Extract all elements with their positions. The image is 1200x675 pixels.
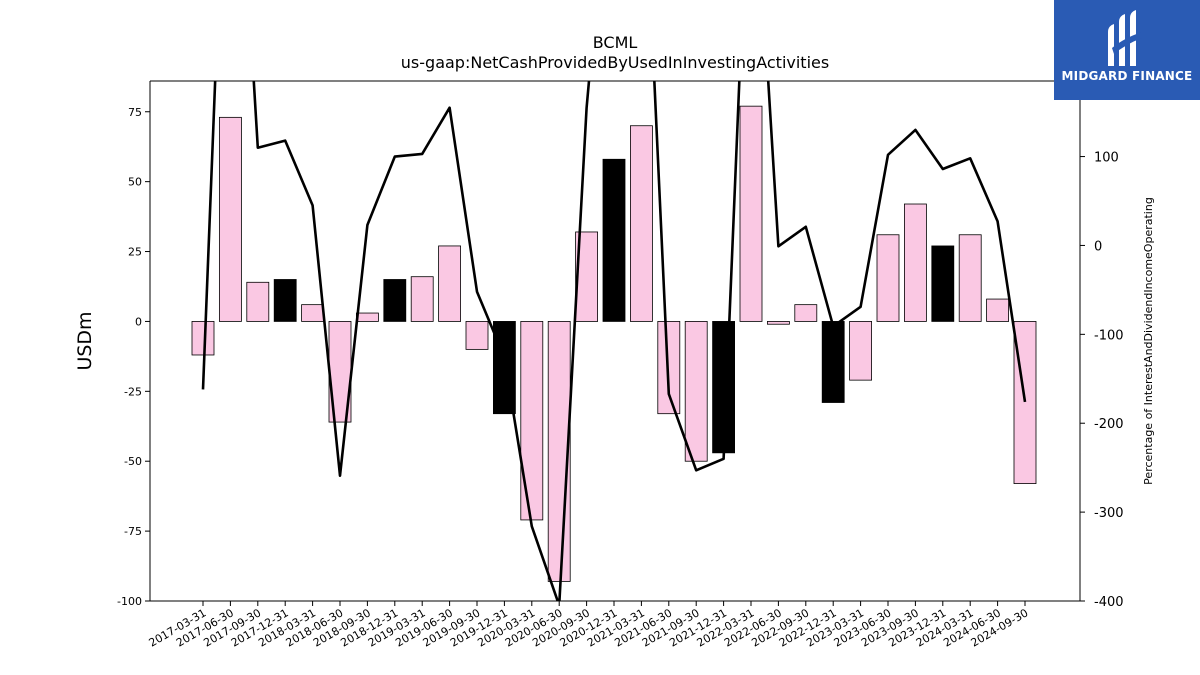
bar-2017-12-31 [273, 279, 297, 322]
y2-tick-label: 0 [1094, 239, 1102, 254]
y-axis-label: USDm [74, 311, 96, 370]
bar-2024-06-30 [986, 298, 1009, 322]
chart-title: BCML [593, 33, 638, 52]
brand-name: MIDGARD FINANCE [1061, 69, 1193, 83]
line-path [201, 81, 1027, 601]
bar-2021-03-31 [630, 125, 653, 322]
bar-2020-03-31 [520, 321, 544, 521]
bar-2017-06-30 [218, 116, 242, 322]
bar-2022-09-30 [794, 304, 818, 322]
bar-2021-09-30 [684, 321, 708, 462]
midgard-m-icon [1108, 10, 1142, 66]
bar-2022-12-31 [821, 321, 845, 403]
chart-subtitle: us-gaap:NetCashProvidedByUsedInInvesting… [401, 53, 829, 72]
y2-tick-label: -200 [1094, 417, 1124, 432]
y2-tick-label: -100 [1094, 328, 1124, 343]
bar-2024-03-31 [958, 234, 982, 322]
bar-2022-06-30 [767, 321, 790, 325]
bar-2018-12-31 [383, 279, 407, 322]
bar-2019-09-30 [465, 321, 489, 350]
bar-2017-09-30 [246, 281, 270, 322]
y-tick-label: -25 [124, 385, 142, 398]
y-tick-label: -75 [124, 525, 142, 538]
bar-2023-06-30 [876, 234, 900, 322]
bar-2023-09-30 [904, 203, 927, 322]
y2-tick-label: 100 [1094, 151, 1119, 166]
bar-2018-09-30 [355, 312, 379, 322]
bar-2023-03-31 [849, 321, 872, 381]
bar-2017-03-31 [191, 321, 215, 356]
y-tick-label: 25 [128, 246, 142, 259]
bar-2020-09-30 [575, 231, 598, 322]
bar-2020-12-31 [602, 158, 626, 322]
y-tick-label: 75 [128, 106, 142, 119]
bar-2022-03-31 [739, 105, 763, 322]
y-tick-label: -100 [117, 595, 142, 608]
bar-2018-03-31 [301, 304, 325, 322]
brand-logo: MIDGARD FINANCE [1054, 0, 1200, 100]
bar-series [191, 105, 1037, 582]
line-series [201, 81, 1027, 601]
bar-2019-06-30 [438, 245, 462, 322]
bar-2023-12-31 [931, 245, 955, 322]
y-tick-label: 0 [135, 315, 142, 328]
y2-axis-label: Percentage of InterestAndDividendIncomeO… [1142, 197, 1155, 485]
y-tick-label: 50 [128, 176, 142, 189]
y2-tick-label: -300 [1094, 506, 1124, 521]
y2-tick-label: -400 [1094, 595, 1124, 610]
y-tick-label: -50 [124, 455, 142, 468]
bar-2019-03-31 [410, 276, 434, 322]
